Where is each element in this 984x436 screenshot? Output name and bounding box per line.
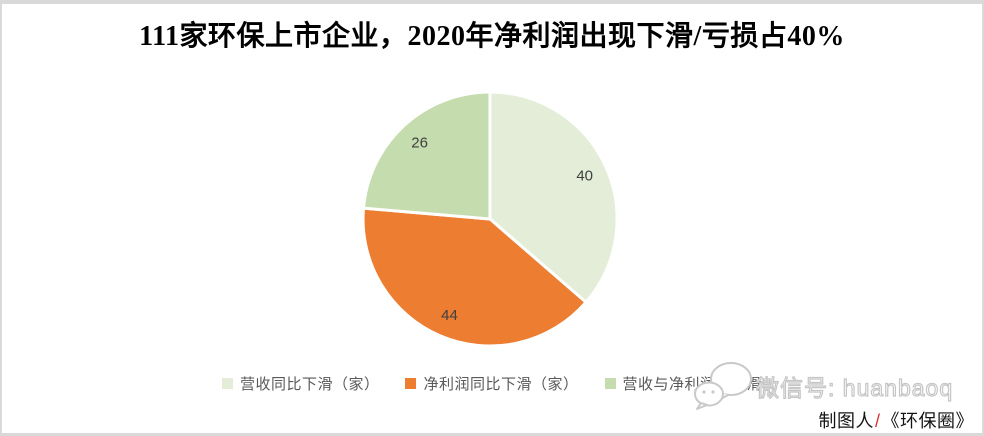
legend-label: 营收同比下滑（家） xyxy=(239,376,380,393)
pie-data-label-0: 40 xyxy=(576,168,593,185)
credit-line: 制图人/《环保圈》 xyxy=(818,407,974,433)
legend-label: 净利润同比下滑（家） xyxy=(423,376,579,393)
pie-slice-2 xyxy=(362,90,492,221)
credit-prefix: 制图人 xyxy=(818,411,874,431)
pie-chart: 40 44 26 xyxy=(361,90,619,348)
legend-item-0: 营收同比下滑（家） xyxy=(221,373,380,394)
pie-slice-0 xyxy=(488,90,619,304)
watermark-text: 微信号: huanbaoq xyxy=(755,374,954,401)
watermark: 微信号: huanbaoq xyxy=(692,360,953,412)
legend-swatch-icon xyxy=(604,378,616,389)
pie-slice-1 xyxy=(361,206,588,348)
credit-suffix: 《环保圈》 xyxy=(881,411,974,431)
chart-title: 111家环保上市企业，2020年净利润出现下滑/亏损占40% xyxy=(139,21,845,52)
pie-data-label-2: 26 xyxy=(411,134,428,151)
pie-data-label-1: 44 xyxy=(441,307,458,324)
legend-swatch-icon xyxy=(405,378,417,389)
wechat-icon xyxy=(694,362,752,410)
legend-item-1: 净利润同比下滑（家） xyxy=(405,373,578,394)
credit-separator: / xyxy=(874,411,881,431)
legend-swatch-icon xyxy=(221,378,233,389)
